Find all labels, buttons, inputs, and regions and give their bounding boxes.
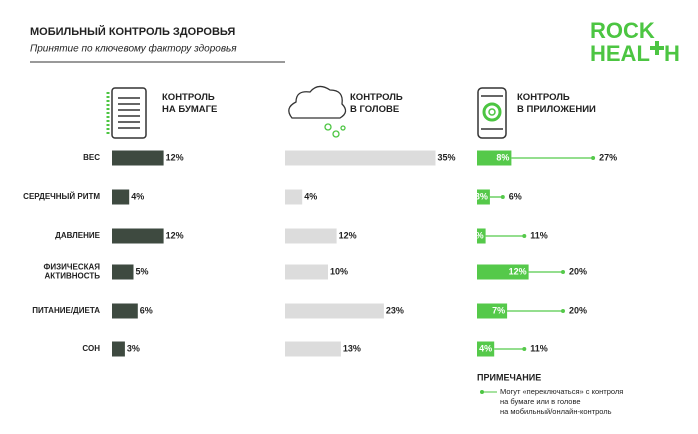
chart-subtitle: Принятие по ключевому фактору здоровья [30,43,237,55]
switch-dot [500,195,505,199]
value-label: 5% [136,266,149,276]
logo: H [664,41,680,66]
bar [477,303,508,319]
category-label: ДАВЛЕНИЕ [55,231,101,240]
category-label: ПИТАНИЕ/ДИЕТА [32,306,100,315]
value-label: 3% [127,343,140,353]
logo-plus [650,41,664,55]
phone-icon [477,87,507,139]
logo: HEAL [590,41,650,66]
switch-dot [522,347,527,351]
value-label: 23% [386,305,404,315]
bar [112,303,138,319]
switch-dot [561,270,565,274]
notebook-icon [106,87,147,139]
bar [285,264,328,280]
value-label: 3% [475,191,488,201]
bar [112,341,125,357]
value-label: 2% [471,230,484,240]
note-title: ПРИМЕЧАНИЕ [477,372,541,382]
value-label: 13% [343,343,361,353]
switch-label: 6% [509,191,522,201]
panel-header: КОНТРОЛЬ В ГОЛОВЕ [350,92,403,115]
value-label: 6% [140,305,153,315]
chart-title: МОБИЛЬНЫЙ КОНТРОЛЬ ЗДОРОВЬЯ [30,25,235,38]
bar [285,341,341,357]
value-label: 12% [166,230,184,240]
panel-header: КОНТРОЛЬ НА БУМАГЕ [162,92,217,115]
bar [477,150,512,166]
cloud-icon [288,85,347,138]
note-text: на мобильный/онлайн-контроль [500,407,612,416]
bar [285,303,384,319]
switch-label: 27% [599,152,617,162]
bar [112,264,134,280]
switch-label: 20% [569,266,587,276]
bar [477,341,495,357]
value-label: 10% [330,266,348,276]
value-label: 4% [131,191,144,201]
value-label: 4% [479,343,492,353]
switch-label: 11% [530,230,548,240]
bar [285,150,436,166]
bar [285,189,303,205]
panel-header: КОНТРОЛЬ В ПРИЛОЖЕНИИ [517,92,596,115]
value-label: 7% [492,305,505,315]
bar [477,264,529,280]
bar [112,228,164,244]
value-label: 12% [509,266,527,276]
note-text: на бумаге или в голове [500,397,581,406]
value-label: 4% [304,191,317,201]
value-label: 12% [166,152,184,162]
switch-dot [591,156,596,160]
switch-label: 11% [530,343,548,353]
value-label: 12% [339,230,357,240]
logo: ROCK [590,18,655,43]
bar [112,189,130,205]
value-label: 8% [496,152,509,162]
note-text: Могут «переключаться» с контроля [500,387,623,396]
category-label: СЕРДЕЧНЫЙ РИТМ [23,192,100,201]
switch-label: 20% [569,305,587,315]
bar [477,228,486,244]
switch-dot [561,309,565,313]
value-label: 35% [438,152,456,162]
bar [112,150,164,166]
category-label: ВЕС [83,153,100,162]
note-marker [480,390,484,394]
category-label: СОН [82,344,100,353]
bar [285,228,337,244]
switch-dot [522,234,527,238]
category-label: ФИЗИЧЕСКАЯ АКТИВНОСТЬ [44,263,101,281]
bar [477,189,490,205]
